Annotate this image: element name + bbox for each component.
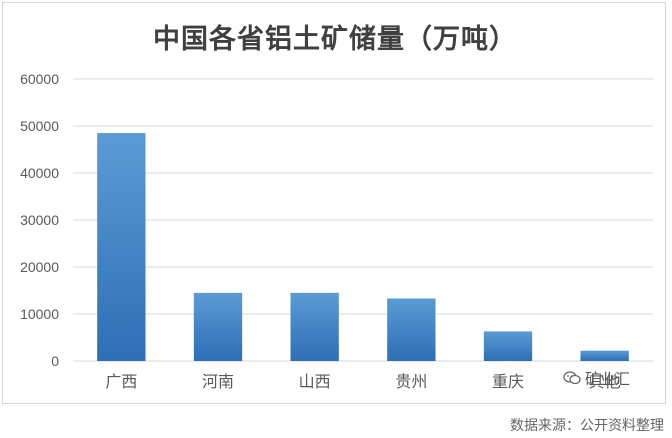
watermark-text: 矿业汇: [585, 369, 631, 388]
y-tick-label: 60000: [20, 71, 59, 87]
bar-layer: [97, 133, 629, 361]
y-tick-label: 0: [51, 353, 59, 369]
source-note: 数据来源：公开资料整理: [510, 418, 664, 434]
y-tick-label: 30000: [20, 212, 59, 228]
chart-frame: 中国各省铝土矿储量（万吨） 0 10000 20000 30000 40000 50000…: [2, 2, 666, 404]
bar-6: [580, 350, 629, 361]
wechat-icon: [563, 371, 581, 385]
bar-chart: 0 10000 20000 30000 40000 50000 60000 广西 河南 山西 贵州…: [20, 71, 653, 391]
x-tick-label: 河南: [202, 372, 234, 391]
watermark: 矿业汇: [563, 367, 630, 389]
grid-layer: [73, 78, 653, 362]
y-tick-label: 10000: [20, 306, 59, 322]
x-tick-label: 山西: [299, 372, 331, 391]
chart-title: 中国各省铝土矿储量（万吨）: [153, 24, 517, 55]
y-tick-label: 50000: [20, 118, 59, 134]
y-tick-label: 20000: [20, 259, 59, 275]
bar-2: [193, 292, 243, 361]
x-tick-label: 其他: [589, 372, 621, 391]
y-tick-label: 40000: [20, 165, 59, 181]
x-tick-label: 重庆: [492, 372, 524, 391]
y-tick-labels: 0 10000 20000 30000 40000 50000 60000: [20, 71, 59, 369]
x-tick-labels: 广西 河南 山西 贵州 重庆 其他: [105, 372, 620, 391]
bar-4: [387, 298, 436, 361]
x-tick-label: 贵州: [395, 372, 427, 391]
x-tick-label: 广西: [105, 372, 137, 391]
bar-1: [97, 133, 146, 361]
bar-5: [483, 331, 533, 361]
bar-3: [290, 292, 339, 361]
